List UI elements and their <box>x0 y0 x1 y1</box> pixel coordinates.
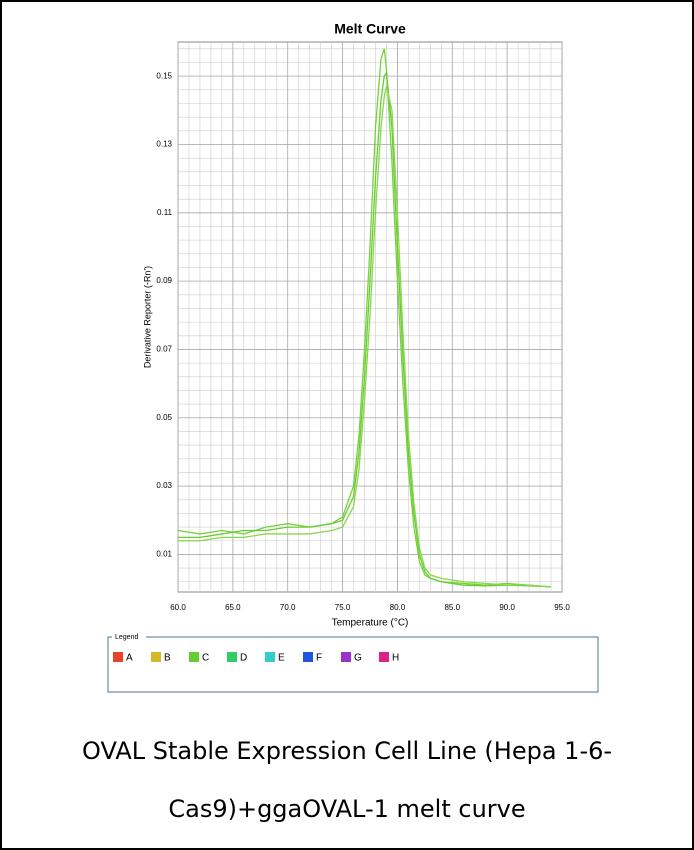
x-tick-label: 65.0 <box>225 603 241 612</box>
y-tick-label: 0.09 <box>156 276 172 285</box>
legend-label: E <box>278 653 285 664</box>
legend-swatch <box>341 652 351 662</box>
legend-title: Legend <box>115 634 138 641</box>
y-tick-label: 0.01 <box>156 550 172 559</box>
legend-title-bg <box>112 632 146 642</box>
legend-label: F <box>316 653 322 664</box>
legend-swatch <box>113 652 123 662</box>
y-tick-label: 0.05 <box>156 413 172 422</box>
x-tick-label: 90.0 <box>499 603 515 612</box>
y-axis-label: Derivative Reporter (-Rn') <box>142 266 152 368</box>
x-tick-label: 80.0 <box>390 603 406 612</box>
x-axis-label: Temperature (°C) <box>332 618 409 629</box>
caption: OVAL Stable Expression Cell Line (Hepa 1… <box>82 737 612 765</box>
legend-swatch <box>303 652 313 662</box>
legend-label: H <box>392 653 399 664</box>
legend-swatch <box>151 652 161 662</box>
series-line <box>178 86 552 588</box>
x-tick-label: 85.0 <box>444 603 460 612</box>
legend-swatch <box>189 652 199 662</box>
caption: Cas9)+ggaOVAL-1 melt curve <box>168 795 525 823</box>
y-tick-label: 0.15 <box>156 71 172 80</box>
y-tick-label: 0.07 <box>156 345 172 354</box>
x-tick-label: 60.0 <box>170 603 186 612</box>
legend-swatch <box>227 652 237 662</box>
x-tick-label: 75.0 <box>335 603 351 612</box>
legend-label: B <box>164 653 171 664</box>
x-tick-label: 95.0 <box>554 603 570 612</box>
legend-label: C <box>202 653 209 664</box>
y-tick-label: 0.13 <box>156 140 172 149</box>
legend-swatch <box>265 652 275 662</box>
series-line <box>178 70 552 588</box>
legend-label: D <box>240 653 247 664</box>
y-tick-label: 0.03 <box>156 481 172 490</box>
chart-title: Melt Curve <box>334 21 406 37</box>
legend-box <box>107 636 599 693</box>
y-tick-label: 0.11 <box>157 208 173 217</box>
legend-label: A <box>126 653 133 664</box>
x-tick-label: 70.0 <box>280 603 296 612</box>
legend-swatch <box>379 652 389 662</box>
legend-label: G <box>354 653 362 664</box>
